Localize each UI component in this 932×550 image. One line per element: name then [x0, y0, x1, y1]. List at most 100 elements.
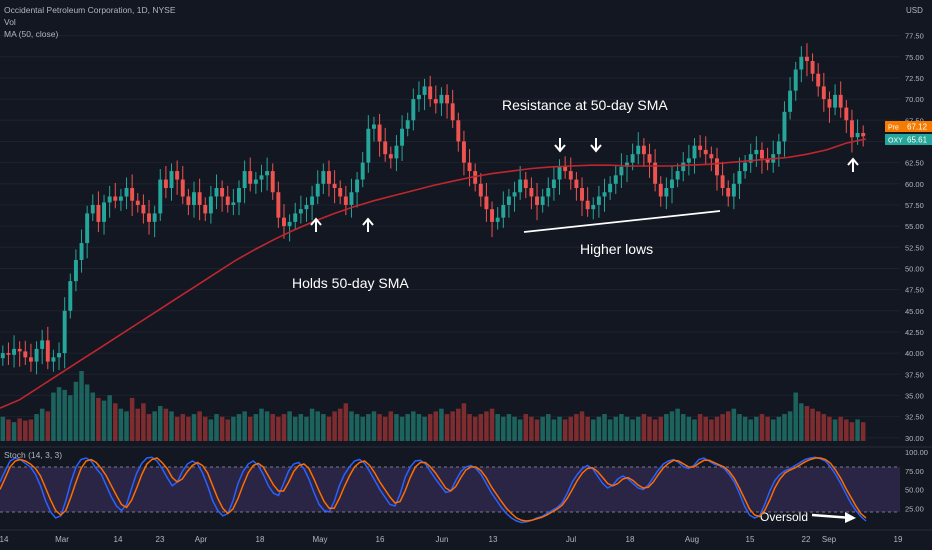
candle[interactable]	[388, 154, 393, 159]
candle[interactable]	[405, 120, 410, 129]
candle[interactable]	[310, 196, 315, 205]
candle[interactable]	[698, 145, 703, 150]
candle[interactable]	[512, 192, 517, 197]
candle[interactable]	[203, 204, 208, 214]
candle[interactable]	[135, 200, 140, 205]
candle[interactable]	[675, 171, 680, 180]
candle[interactable]	[546, 188, 551, 197]
candle[interactable]	[90, 204, 95, 214]
candle[interactable]	[641, 145, 646, 155]
candle[interactable]	[73, 259, 78, 282]
candle[interactable]	[192, 192, 196, 205]
candle[interactable]	[422, 86, 427, 95]
candle[interactable]	[467, 162, 472, 172]
candle[interactable]	[484, 196, 489, 210]
candle[interactable]	[175, 171, 180, 180]
candle[interactable]	[692, 145, 697, 159]
candle[interactable]	[343, 196, 348, 205]
candle[interactable]	[647, 154, 652, 163]
candle[interactable]	[596, 196, 601, 205]
candle[interactable]	[321, 171, 326, 184]
candle[interactable]	[51, 357, 56, 362]
candle[interactable]	[827, 99, 832, 108]
candle[interactable]	[501, 204, 506, 218]
candle[interactable]	[428, 86, 433, 100]
candle[interactable]	[62, 310, 67, 354]
candle[interactable]	[366, 128, 371, 163]
candle[interactable]	[776, 141, 781, 155]
candle[interactable]	[720, 175, 725, 189]
candle[interactable]	[242, 171, 247, 189]
candle[interactable]	[731, 183, 736, 197]
candle[interactable]	[495, 217, 500, 222]
candle[interactable]	[529, 188, 534, 197]
candle[interactable]	[158, 179, 163, 214]
candle[interactable]	[737, 171, 742, 184]
candle[interactable]	[833, 94, 838, 108]
candle[interactable]	[96, 204, 101, 222]
candle[interactable]	[563, 166, 568, 172]
candles[interactable]	[0, 43, 866, 375]
candle[interactable]	[608, 183, 613, 193]
candle[interactable]	[748, 154, 753, 163]
candle[interactable]	[214, 188, 219, 197]
candle[interactable]	[28, 357, 33, 362]
candle[interactable]	[40, 340, 45, 349]
candle[interactable]	[332, 183, 337, 189]
candle[interactable]	[371, 124, 376, 129]
candle[interactable]	[276, 192, 281, 218]
candle[interactable]	[630, 154, 635, 163]
candle[interactable]	[456, 120, 461, 142]
candle[interactable]	[147, 213, 151, 222]
candle[interactable]	[270, 171, 275, 193]
candle[interactable]	[85, 213, 90, 244]
candle[interactable]	[169, 171, 174, 189]
candle[interactable]	[68, 281, 73, 311]
candle[interactable]	[326, 171, 331, 184]
candle[interactable]	[551, 179, 556, 189]
candle[interactable]	[759, 149, 764, 159]
candle[interactable]	[298, 209, 303, 214]
candle[interactable]	[141, 204, 146, 214]
candle[interactable]	[23, 351, 28, 358]
candle[interactable]	[804, 56, 809, 62]
candle[interactable]	[253, 179, 258, 184]
candle[interactable]	[703, 149, 708, 155]
candle[interactable]	[535, 196, 540, 205]
time-axis[interactable]: 14 Mar 14 23 Apr 18 May 16 Jun 13 Jul 18 Aug 15 22 Sep 1…	[0, 529, 932, 544]
candle[interactable]	[315, 183, 320, 197]
candle[interactable]	[664, 188, 669, 197]
candle[interactable]	[265, 171, 270, 176]
candle[interactable]	[293, 213, 298, 222]
candle[interactable]	[816, 73, 821, 87]
candle[interactable]	[45, 340, 50, 362]
candle[interactable]	[613, 175, 618, 184]
candle[interactable]	[17, 348, 22, 352]
candle[interactable]	[377, 124, 382, 142]
candle[interactable]	[220, 188, 225, 197]
candle[interactable]	[602, 192, 607, 197]
candle[interactable]	[754, 149, 759, 155]
candle[interactable]	[810, 61, 815, 74]
candle[interactable]	[574, 179, 579, 189]
candle[interactable]	[6, 353, 11, 355]
candle[interactable]	[580, 188, 584, 201]
candle[interactable]	[416, 94, 421, 100]
candle[interactable]	[102, 202, 107, 222]
price-axis[interactable]: 30.00 32.50 35.00 37.50 40.00 42.50 45.00 47.50…	[905, 32, 924, 443]
candle[interactable]	[461, 141, 466, 163]
candle[interactable]	[821, 86, 826, 100]
candle[interactable]	[849, 120, 854, 138]
candle[interactable]	[844, 107, 849, 121]
candle[interactable]	[658, 183, 663, 197]
candle[interactable]	[383, 141, 388, 155]
candle[interactable]	[231, 202, 236, 205]
candle[interactable]	[79, 243, 84, 260]
candle[interactable]	[490, 209, 495, 222]
candle[interactable]	[861, 132, 866, 137]
candle[interactable]	[400, 128, 405, 146]
candle[interactable]	[585, 200, 590, 210]
candle[interactable]	[180, 179, 185, 197]
candle[interactable]	[506, 196, 511, 205]
